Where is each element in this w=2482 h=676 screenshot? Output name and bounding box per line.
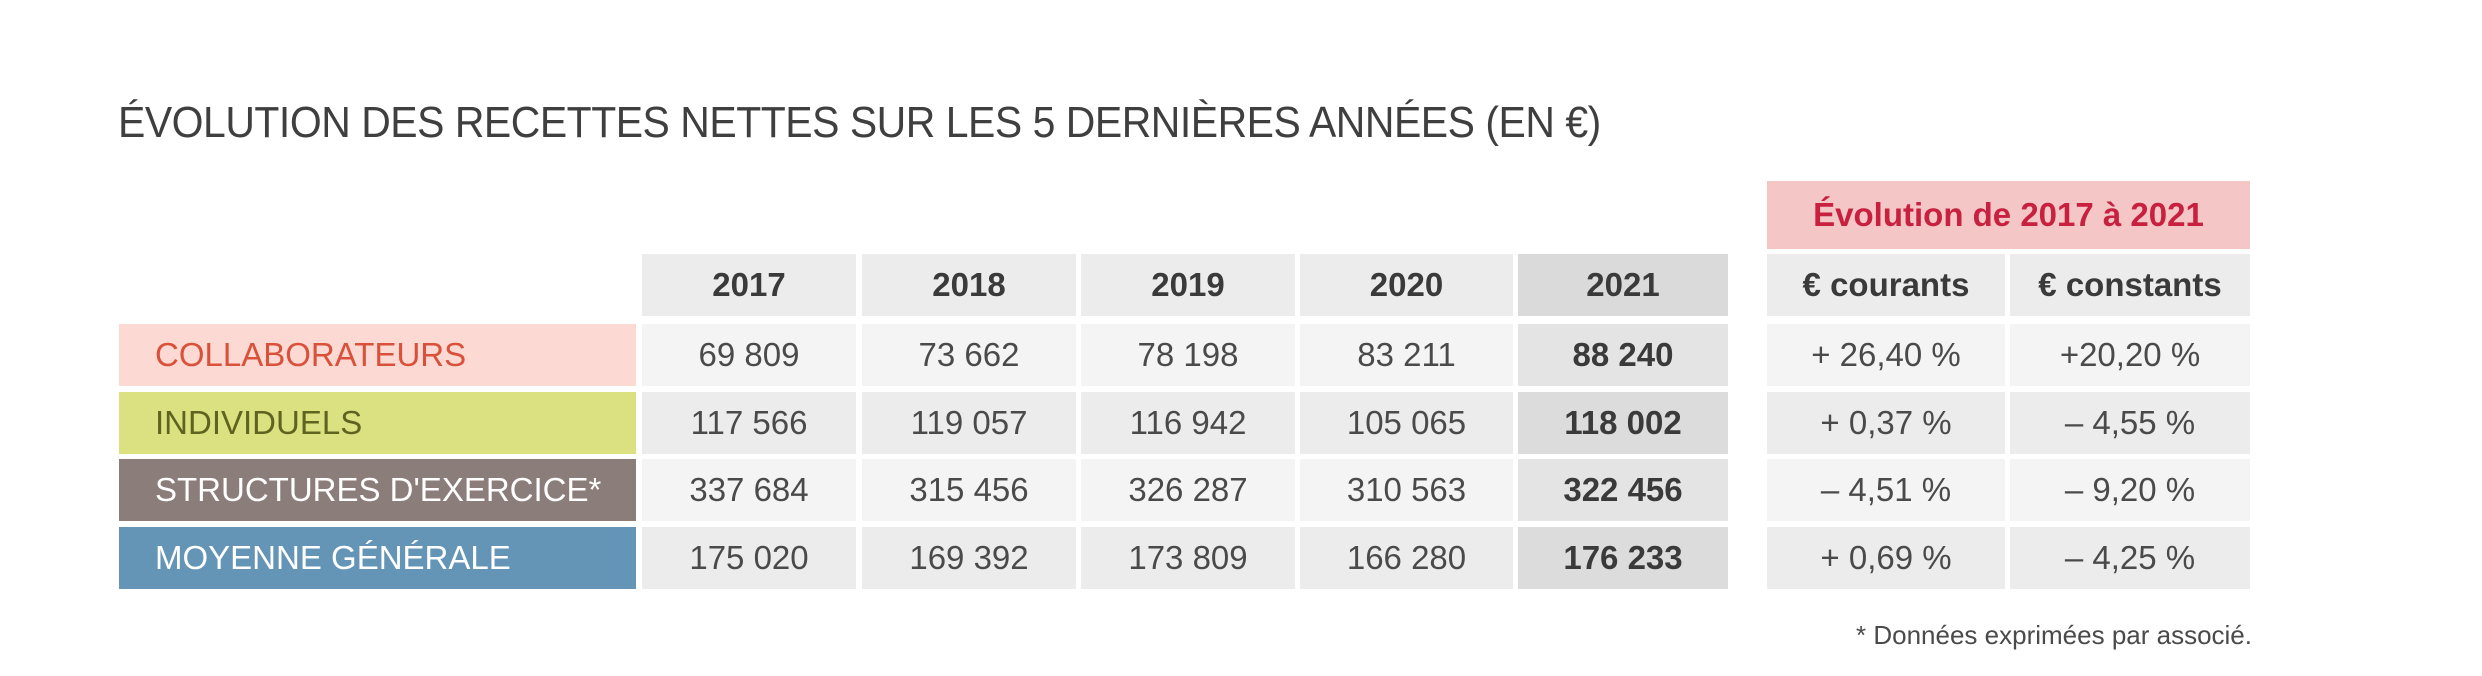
table-cell: 326 287: [1081, 459, 1295, 521]
table-cell: 166 280: [1300, 527, 1513, 589]
evolution-cell: +20,20 %: [2010, 324, 2250, 386]
row-label: STRUCTURES D'EXERCICE*: [119, 459, 636, 521]
evolution-cell: – 4,51 %: [1767, 459, 2005, 521]
table-cell: 118 002: [1518, 392, 1728, 454]
year-header-2018: 2018: [862, 254, 1076, 316]
evolution-cell: – 9,20 %: [2010, 459, 2250, 521]
year-header-2020: 2020: [1300, 254, 1513, 316]
evolution-cell: – 4,25 %: [2010, 527, 2250, 589]
evolution-cell: – 4,55 %: [2010, 392, 2250, 454]
table-cell: 175 020: [642, 527, 856, 589]
table-cell: 119 057: [862, 392, 1076, 454]
table-cell: 322 456: [1518, 459, 1728, 521]
evolution-header: Évolution de 2017 à 2021: [1767, 181, 2250, 249]
evolution-courants-header: € courants: [1767, 254, 2005, 316]
evolution-cell: + 0,37 %: [1767, 392, 2005, 454]
year-header-2019: 2019: [1081, 254, 1295, 316]
row-label: INDIVIDUELS: [119, 392, 636, 454]
table-cell: 117 566: [642, 392, 856, 454]
table-cell: 105 065: [1300, 392, 1513, 454]
table-cell: 337 684: [642, 459, 856, 521]
table-cell: 78 198: [1081, 324, 1295, 386]
table-cell: 73 662: [862, 324, 1076, 386]
table-cell: 310 563: [1300, 459, 1513, 521]
table-cell: 169 392: [862, 527, 1076, 589]
table-cell: 116 942: [1081, 392, 1295, 454]
table-cell: 176 233: [1518, 527, 1728, 589]
row-label: MOYENNE GÉNÉRALE: [119, 527, 636, 589]
chart-title: ÉVOLUTION DES RECETTES NETTES SUR LES 5 …: [118, 98, 1601, 147]
table-cell: 88 240: [1518, 324, 1728, 386]
footnote: * Données exprimées par associé.: [1856, 620, 2252, 650]
evolution-constants-header: € constants: [2010, 254, 2250, 316]
evolution-cell: + 0,69 %: [1767, 527, 2005, 589]
row-label: COLLABORATEURS: [119, 324, 636, 386]
table-cell: 315 456: [862, 459, 1076, 521]
year-header-2021: 2021: [1518, 254, 1728, 316]
table-cell: 69 809: [642, 324, 856, 386]
table-cell: 173 809: [1081, 527, 1295, 589]
evolution-cell: + 26,40 %: [1767, 324, 2005, 386]
table-cell: 83 211: [1300, 324, 1513, 386]
year-header-2017: 2017: [642, 254, 856, 316]
